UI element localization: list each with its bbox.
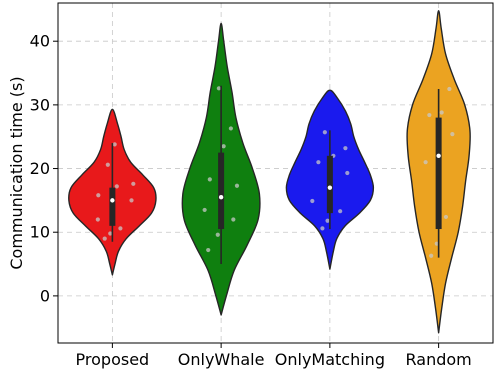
y-tick-label: 30 <box>30 95 50 114</box>
data-point <box>423 160 428 165</box>
y-tick-label: 10 <box>30 223 50 242</box>
x-tick-label: Proposed <box>76 350 150 369</box>
plot-frame <box>57 2 494 344</box>
data-point <box>95 217 100 222</box>
median-Random <box>436 153 441 159</box>
y-ticks: 0 10 20 30 40 <box>30 32 58 305</box>
iqr-box-OnlyWhale <box>218 152 225 230</box>
y-tick-label: 0 <box>40 286 50 305</box>
x-tick-label: OnlyWhale <box>178 350 265 369</box>
iqr-box-OnlyMatching <box>326 155 333 214</box>
data-point <box>206 247 211 253</box>
data-point <box>320 226 325 231</box>
y-tick-label: 20 <box>30 159 50 178</box>
data-point <box>439 110 444 115</box>
x-ticks: Proposed OnlyWhale OnlyMatching Random <box>76 343 472 369</box>
data-point <box>221 144 226 149</box>
data-point <box>427 112 432 118</box>
data-point <box>231 217 236 222</box>
box-layer <box>109 85 442 265</box>
data-point <box>343 146 348 151</box>
data-point <box>112 142 117 147</box>
data-point <box>131 181 136 186</box>
data-point <box>202 207 207 213</box>
x-tick-label: Random <box>406 350 472 369</box>
data-point <box>228 126 233 131</box>
data-point <box>234 183 240 188</box>
violin-layer <box>68 9 471 334</box>
data-point <box>447 86 452 92</box>
data-point <box>338 209 343 214</box>
x-tick-label: OnlyMatching <box>275 350 385 369</box>
data-point <box>114 184 119 189</box>
data-point <box>310 198 315 204</box>
data-point <box>118 226 123 231</box>
data-point <box>443 214 449 220</box>
median-OnlyWhale <box>218 194 224 200</box>
data-point <box>316 160 321 165</box>
data-point <box>207 177 212 182</box>
data-point <box>129 198 134 203</box>
data-point <box>325 218 330 223</box>
data-point <box>322 130 327 135</box>
data-point <box>108 231 113 236</box>
iqr-box-Random <box>435 117 442 230</box>
data-point <box>216 86 221 91</box>
data-point <box>96 193 101 198</box>
y-tick-label: 40 <box>30 32 50 51</box>
data-point <box>102 236 107 241</box>
data-point <box>215 232 220 237</box>
iqr-box-Proposed <box>109 187 116 226</box>
median-Proposed <box>110 198 115 203</box>
y-axis-label: Communication time (s) <box>7 76 26 269</box>
data-point <box>345 170 350 176</box>
data-point <box>450 132 455 137</box>
data-point <box>105 162 110 167</box>
data-point <box>429 253 434 258</box>
median-OnlyMatching <box>327 185 333 190</box>
